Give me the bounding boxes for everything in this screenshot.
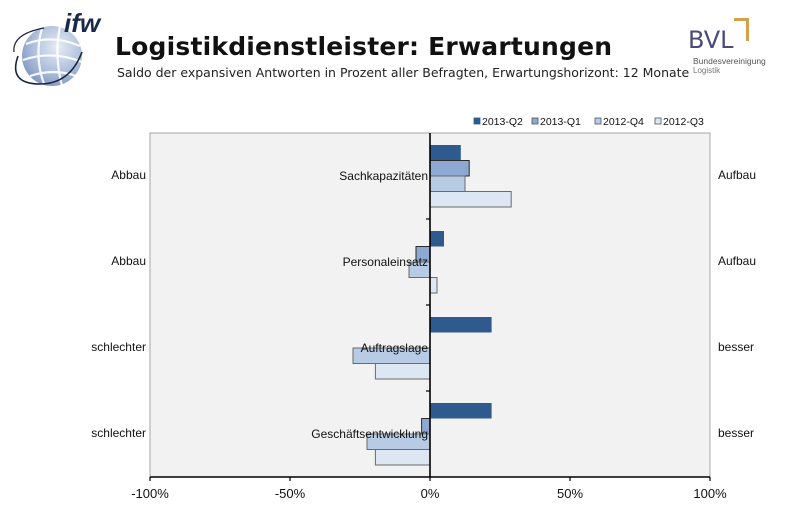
bvl-logo-subtext: Bundesvereinigung (693, 56, 766, 66)
left-label: Abbau (111, 254, 146, 268)
category-label: Sachkapazitäten (339, 169, 428, 183)
legend: 2013-Q2 2013-Q1 2012-Q4 2012-Q3 (473, 116, 704, 128)
bar-2013-q2 (430, 317, 492, 333)
right-label: Aufbau (718, 254, 756, 268)
category-label: Personaleinsatz (343, 255, 428, 269)
bar-2013-q2 (430, 231, 444, 247)
right-label: besser (718, 340, 754, 354)
x-tick-label: 50% (557, 486, 583, 501)
legend-label: 2012-Q4 (603, 116, 644, 128)
right-label: Aufbau (718, 168, 756, 182)
x-tick-label: 0% (421, 486, 440, 501)
left-label: Abbau (111, 168, 146, 182)
bvl-logo-subtext-2: Logistik (693, 66, 721, 75)
bvl-logo: BVL Bundesvereinigung Logistik (688, 16, 778, 76)
legend-label: 2013-Q2 (482, 116, 523, 128)
bars-group (352, 145, 512, 466)
axes-group: -100% -50% 0% 50% 100% (131, 133, 727, 501)
legend-label: 2012-Q3 (663, 116, 704, 128)
bar-2012-q3 (429, 191, 512, 208)
page-subtitle: Saldo der expansiven Antworten in Prozen… (117, 65, 690, 80)
bar-2012-q4 (429, 175, 466, 192)
legend-swatch (594, 117, 602, 125)
left-label: schlechter (91, 340, 146, 354)
ifw-logo-text: ifw (64, 8, 102, 38)
x-tick-label: -50% (275, 486, 306, 501)
category-label: Geschäftsentwicklung (311, 427, 428, 441)
x-tick-label: 100% (693, 486, 727, 501)
bvl-bracket-icon (734, 18, 749, 41)
bar-2013-q1 (429, 160, 470, 177)
category-label: Auftragslage (361, 341, 429, 355)
page-title: Logistikdienstleister: Erwartungen (115, 32, 613, 61)
legend-swatch (654, 117, 662, 125)
bar-2013-q2 (430, 403, 492, 419)
legend-label: 2013-Q1 (540, 116, 581, 128)
left-label: schlechter (91, 426, 146, 440)
bar-2012-q3 (429, 277, 438, 294)
bar-2013-q2 (430, 145, 461, 161)
labels-group: Sachkapazitäten Abbau Aufbau Personaleinsat… (91, 168, 756, 441)
bvl-logo-text: BVL (688, 26, 734, 54)
bar-2012-q3 (374, 449, 431, 466)
legend-swatch (473, 117, 481, 125)
bar-2012-q3 (374, 363, 431, 380)
x-tick-label: -100% (131, 486, 169, 501)
right-label: besser (718, 426, 754, 440)
legend-swatch (531, 117, 539, 125)
ifw-logo: ifw (13, 8, 102, 87)
